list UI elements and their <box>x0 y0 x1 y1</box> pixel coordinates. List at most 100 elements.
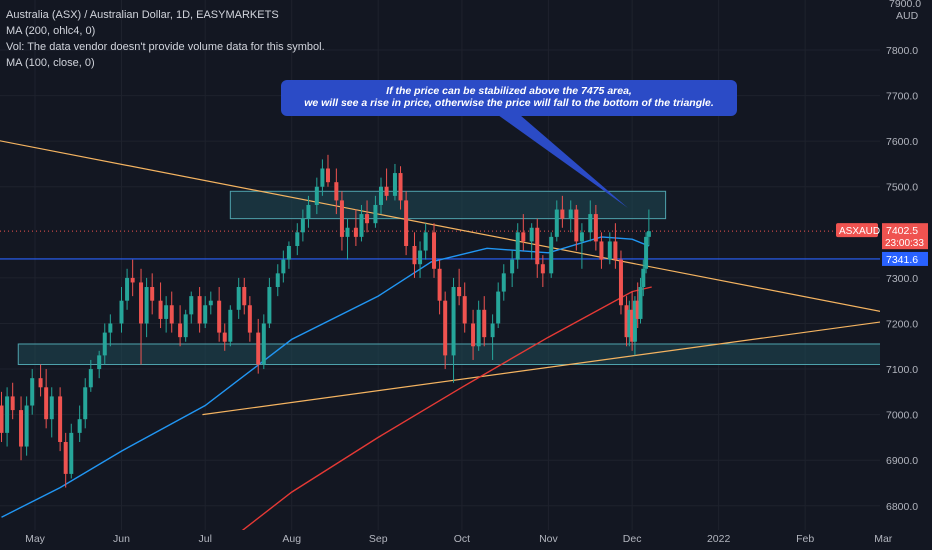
candle-body <box>77 419 82 433</box>
ma100-label[interactable]: MA (100, close, 0) <box>6 57 95 69</box>
time-tick-label: Feb <box>796 533 814 545</box>
candle-body <box>462 296 467 324</box>
time-tick-label: Mar <box>874 533 893 545</box>
time-tick-label: Aug <box>282 533 301 545</box>
candle-body <box>0 405 4 433</box>
symbol-tag: ASXAUD <box>839 226 880 237</box>
upper-trendline <box>0 140 920 320</box>
candle-body <box>169 305 174 324</box>
candle-body <box>418 250 423 265</box>
candle-body <box>457 287 462 297</box>
chart-legend: Australia (ASX) / Australian Dollar, 1D,… <box>6 7 325 71</box>
price-tick-label: 7800.0 <box>886 45 918 57</box>
candle-body <box>139 282 144 324</box>
grid <box>0 0 884 530</box>
level-price-badge <box>882 251 928 266</box>
candle-body <box>560 209 565 219</box>
symbol-title[interactable]: Australia (ASX) / Australian Dollar, 1D,… <box>6 9 279 21</box>
candle-body <box>83 387 88 420</box>
price-tick-label: 7500.0 <box>886 182 918 194</box>
trendlines <box>0 140 920 416</box>
price-scale-top-label: 7900.0 <box>889 0 921 10</box>
candle-body <box>63 441 68 474</box>
candle-body <box>476 309 481 347</box>
candle-body <box>130 277 135 283</box>
candle-body <box>392 173 397 196</box>
candle-body <box>630 309 635 342</box>
candle-body <box>208 300 213 306</box>
candle-body <box>373 204 378 224</box>
candle-body <box>613 241 618 260</box>
candle-body <box>267 287 272 324</box>
candle-body <box>599 241 604 260</box>
candle-body <box>579 232 584 242</box>
candle-body <box>398 173 403 201</box>
candle-body <box>635 300 640 319</box>
candle-body <box>443 300 448 356</box>
candle-body <box>627 309 632 338</box>
callout-line-2: we will see a rise in price, otherwise t… <box>304 97 714 109</box>
time-axis-background <box>0 530 932 550</box>
candle-body <box>119 300 124 324</box>
candle-body <box>247 305 252 333</box>
candle-body <box>158 300 163 319</box>
candle-body <box>588 214 593 233</box>
candle-body <box>404 200 409 246</box>
candle-body <box>197 296 202 324</box>
candle-body <box>295 232 300 246</box>
candle-body <box>320 168 325 187</box>
candle-body <box>150 287 155 301</box>
candle-body <box>451 287 456 356</box>
time-tick-label: Oct <box>454 533 470 545</box>
price-levels <box>0 230 880 260</box>
candle-body <box>345 227 350 237</box>
callout-line-1: If the price can be stabilized above the… <box>386 85 632 97</box>
lower-trendline <box>202 316 920 416</box>
price-tick-label: 7200.0 <box>886 318 918 330</box>
price-tick-label: 7000.0 <box>886 410 918 422</box>
candle-body <box>5 396 10 433</box>
candle-body <box>38 378 43 388</box>
candle-body <box>432 232 437 269</box>
candle-body <box>281 259 286 274</box>
candle-body <box>164 305 169 319</box>
time-axis[interactable]: May Jun Jul Aug Sep Oct Nov Dec 2022 Feb Mar <box>0 530 932 550</box>
price-tick-label: 7600.0 <box>886 136 918 148</box>
candle-body <box>501 273 506 292</box>
candle-body <box>379 186 383 205</box>
candle-body <box>30 378 35 406</box>
candle-body <box>325 168 330 183</box>
candle-body <box>88 369 93 388</box>
candle-body <box>632 300 637 342</box>
candle-body <box>624 305 629 338</box>
resistance-zone <box>229 190 667 220</box>
candle-body <box>334 182 339 201</box>
callout-pointer <box>498 115 628 208</box>
candle-body <box>353 227 358 237</box>
ma200-label[interactable]: MA (200, ohlc4, 0) <box>6 25 96 37</box>
candles <box>0 154 651 488</box>
callout-pointer-shape <box>498 115 628 208</box>
symbol-tag-bg <box>836 223 878 238</box>
candle-body <box>496 291 501 324</box>
time-tick-label: Dec <box>623 533 642 545</box>
candle-body <box>482 309 487 338</box>
candle-body <box>217 300 222 333</box>
ma100-line <box>1 236 650 518</box>
time-tick-label: Jun <box>113 533 130 545</box>
level-price-label: 7341.6 <box>886 254 918 266</box>
candle-body <box>568 209 573 219</box>
candle-body <box>607 241 612 260</box>
candle-body <box>521 232 526 242</box>
candle-body <box>618 259 623 306</box>
candle-body <box>314 186 319 205</box>
candle-body <box>108 323 113 333</box>
candle-body <box>242 287 247 306</box>
price-tick-label: 6900.0 <box>886 455 918 467</box>
callout-box[interactable]: If the price can be stabilized above the… <box>281 80 737 116</box>
candle-body <box>515 232 520 260</box>
candle-body <box>256 332 261 365</box>
candle-body <box>10 396 15 411</box>
time-tick-label: Sep <box>369 533 388 545</box>
